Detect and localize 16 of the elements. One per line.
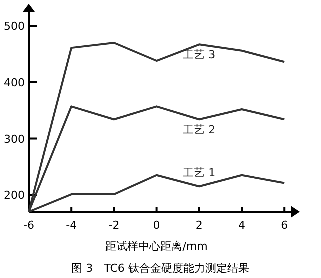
x-tick-label: 0 [153,219,160,232]
series-label: 工艺 2 [183,124,216,137]
x-tick-label: 6 [281,219,288,232]
series-label: 工艺 3 [183,48,216,62]
x-tick-label: 2 [196,219,203,232]
x-axis-title: 距试样中心距离/mm [106,240,208,253]
y-tick-label: 300 [4,132,25,146]
text: 图 3 TC6 钛合金硬度能力测定结果 [72,262,250,275]
y-tick-label: 500 [4,20,25,34]
x-tick-label: -6 [24,219,34,232]
y-tick-label: 400 [4,76,25,90]
x-tick-label: -2 [108,219,120,232]
x-tick-label: -4 [66,219,78,232]
x-tick-label: 4 [238,219,246,232]
y-tick-label: 200 [4,189,25,202]
series-label: 工艺 1 [183,166,216,180]
